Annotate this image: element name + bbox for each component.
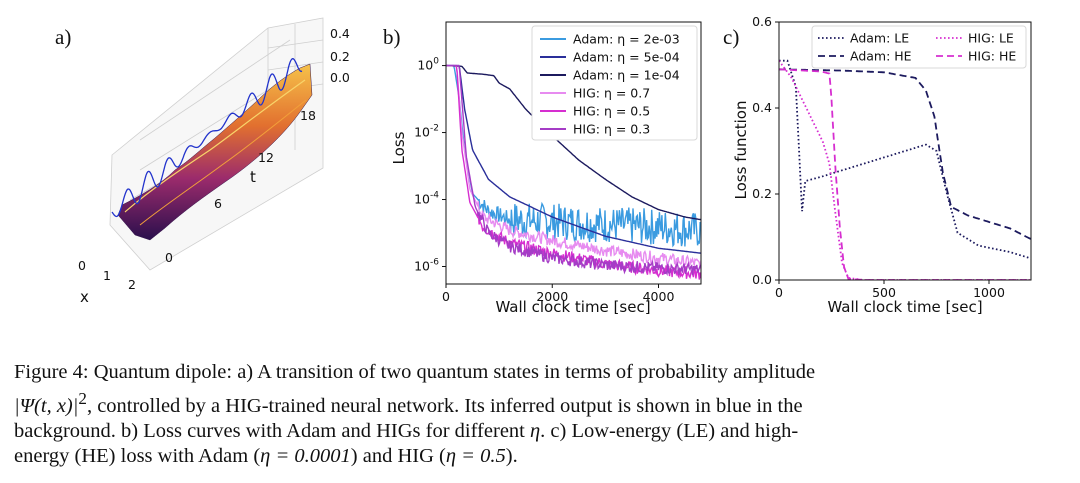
panel-b-xlabel: Wall clock time [sec] <box>495 298 650 316</box>
caption-psi: |Ψ(t, x)| <box>14 394 79 417</box>
panel-a-t-tick-3: 0 <box>165 250 173 265</box>
panel-a-z-tick-0: 0.4 <box>330 26 350 41</box>
panel-c-legend-entry-3: HIG: HE <box>968 49 1016 64</box>
panel-b-label: b) <box>383 25 401 49</box>
panel-b-xtick-label-1: 2000 <box>536 289 568 304</box>
panel-a-surface-plot: a) 0.4 0.2 0.0 18 12 6 0 t 0 1 2 x <box>55 17 350 306</box>
caption-line-2: |Ψ(t, x)|2, controlled by a HIG-trained … <box>14 386 1070 419</box>
panel-a-t-tick-1: 12 <box>258 150 274 165</box>
panel-c-ytick-label-0: 0.0 <box>752 272 772 287</box>
panel-c-legend-entry-1: Adam: HE <box>850 49 912 64</box>
panel-c-legend-box <box>811 25 1027 69</box>
panel-b-ytick-label-0: 100 <box>417 57 439 73</box>
panel-c-legend: Adam: LE Adam: HE HIG: LE HIG: HE <box>811 25 1027 69</box>
caption-line-4-a: energy (HE) loss with Adam ( <box>14 445 261 468</box>
caption-psi-exponent: 2 <box>78 388 87 408</box>
panel-c-series-line-1 <box>779 68 1031 240</box>
figure-caption: Figure 4: Quantum dipole: a) A transitio… <box>14 360 1070 470</box>
panel-c-xtick-label-0: 0 <box>775 285 783 300</box>
panel-a-label: a) <box>55 25 71 49</box>
panel-c-xtick-label-1: 500 <box>872 285 896 300</box>
panel-b-frame <box>445 21 702 285</box>
panel-b-series-line-0 <box>446 64 701 248</box>
panel-b-series-line-5 <box>446 64 701 277</box>
panel-c-ylabel: Loss function <box>732 101 750 200</box>
caption-eq-hig: η = 0.5 <box>445 445 506 468</box>
panel-a-surface <box>117 63 313 241</box>
panel-b-legend: Adam: η = 2e-03 Adam: η = 5e-04 Adam: η = … <box>531 25 698 141</box>
panel-a-surface-ridge <box>124 79 306 213</box>
panel-c-ytick-label-2: 0.4 <box>752 100 772 115</box>
panel-c-series <box>779 59 1031 280</box>
caption-eta: η <box>529 419 541 442</box>
panel-c-ytick-label-1: 0.2 <box>752 186 772 201</box>
caption-line-3-b: . c) Low-energy (LE) and high- <box>540 419 799 442</box>
panel-a-surface-ridge-2 <box>139 99 307 226</box>
panel-b-legend-entry-3: HIG: η = 0.7 <box>573 86 650 101</box>
panel-b-ytick-label-3: 10-6 <box>414 257 439 273</box>
panel-a-z-tick-2: 0.0 <box>330 70 350 85</box>
panel-c-legend-entry-2: HIG: LE <box>968 31 1014 46</box>
panel-a-x-tick-2: 2 <box>128 277 136 292</box>
caption-line-3: background. b) Loss curves with Adam and… <box>14 419 1070 445</box>
panel-a-x-tick-0: 0 <box>78 258 86 273</box>
panel-b-ticks: 0 2000 4000 100 10-2 10-4 10-6 <box>414 57 674 304</box>
panel-b-ytick-label-2: 10-4 <box>414 191 439 207</box>
panel-b-series-line-2 <box>446 64 701 221</box>
caption-line-1: Figure 4: Quantum dipole: a) A transitio… <box>14 361 816 383</box>
panel-b-series-line-3 <box>446 64 701 270</box>
panel-c-ticks: 0 500 1000 0.0 0.2 0.4 0.6 <box>752 14 1005 300</box>
panel-c-label: c) <box>723 25 739 49</box>
caption-line-3-a: background. b) Loss curves with Adam and… <box>14 419 530 442</box>
panel-b-loss-chart: b) 0 2000 4000 100 10-2 10-4 10-6 Wall clock t… <box>383 21 702 316</box>
panel-b-xtick-label-0: 0 <box>442 289 450 304</box>
panel-b-series-line-1 <box>446 64 701 254</box>
caption-line-4-b: ) and HIG ( <box>350 445 446 468</box>
panel-c-frame <box>778 21 1032 281</box>
panel-b-legend-entry-1: Adam: η = 5e-04 <box>573 50 680 65</box>
panel-b-legend-entry-0: Adam: η = 2e-03 <box>573 32 680 47</box>
panel-c-legend-entry-0: Adam: LE <box>850 31 909 46</box>
panel-b-legend-entry-4: HIG: η = 0.5 <box>573 104 650 119</box>
figure-4: a) 0.4 0.2 0.0 18 12 6 0 t 0 1 2 x <box>55 14 1032 316</box>
panel-b-ylabel: Loss <box>390 131 408 164</box>
panel-a-x-tick-1: 1 <box>103 268 111 283</box>
caption-line-4: energy (HE) loss with Adam (η = 0.0001) … <box>14 444 1070 470</box>
panel-a-t-tick-2: 6 <box>214 196 222 211</box>
panel-b-series <box>446 64 701 280</box>
panel-b-legend-entry-2: Adam: η = 1e-04 <box>573 68 680 83</box>
panel-b-legend-entry-5: HIG: η = 0.3 <box>573 122 650 137</box>
panel-c-xlabel: Wall clock time [sec] <box>827 298 982 316</box>
panel-a-t-label: t <box>250 168 256 186</box>
panel-c-series-line-0 <box>779 59 1031 260</box>
panel-b-ytick-label-1: 10-2 <box>414 124 439 140</box>
panel-c-loss-function-chart: c) 0 500 1000 0.0 0.2 0.4 0.6 Wall clock time … <box>723 14 1032 316</box>
panel-c-xtick-label-2: 1000 <box>973 285 1005 300</box>
caption-line-4-c: ). <box>505 445 518 468</box>
caption-line-2-rest: , controlled by a HIG-trained neural net… <box>86 394 803 417</box>
panel-a-x-label: x <box>80 288 89 306</box>
panel-a-z-tick-1: 0.2 <box>330 49 350 64</box>
panel-a-blue-inferred-output <box>111 58 303 218</box>
panel-b-legend-box <box>531 25 698 141</box>
panel-c-series-line-2 <box>779 60 1031 280</box>
caption-eq-adam: η = 0.0001 <box>260 445 351 468</box>
panel-b-xtick-label-2: 4000 <box>643 289 675 304</box>
panel-a-t-tick-0: 18 <box>300 108 316 123</box>
panel-a-blue-wiggle-line <box>111 58 303 218</box>
panel-c-ytick-label-3: 0.6 <box>752 14 772 29</box>
